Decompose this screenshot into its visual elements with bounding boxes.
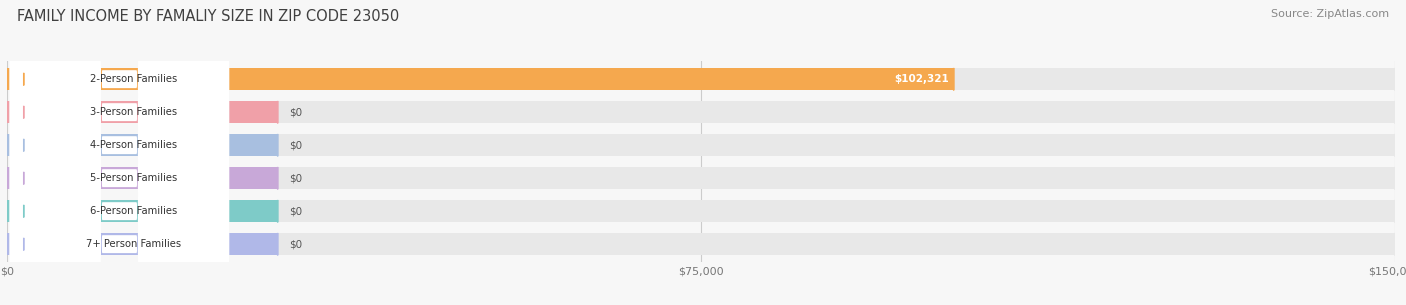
- Bar: [7, 200, 1395, 222]
- FancyBboxPatch shape: [10, 0, 229, 305]
- Text: FAMILY INCOME BY FAMALIY SIZE IN ZIP CODE 23050: FAMILY INCOME BY FAMALIY SIZE IN ZIP COD…: [17, 9, 399, 24]
- Text: $0: $0: [288, 173, 302, 183]
- Bar: [7, 233, 1395, 255]
- FancyBboxPatch shape: [10, 0, 229, 305]
- Text: 4-Person Families: 4-Person Families: [90, 140, 177, 150]
- FancyBboxPatch shape: [10, 0, 229, 305]
- Bar: [7, 233, 277, 255]
- Text: 3-Person Families: 3-Person Families: [90, 107, 177, 117]
- Bar: [7, 101, 277, 123]
- Bar: [7, 200, 277, 222]
- Text: 5-Person Families: 5-Person Families: [90, 173, 177, 183]
- Bar: [7, 68, 953, 90]
- Text: 2-Person Families: 2-Person Families: [90, 74, 177, 84]
- Text: $0: $0: [288, 140, 302, 150]
- Text: $102,321: $102,321: [894, 74, 949, 84]
- Bar: [7, 134, 1395, 156]
- FancyBboxPatch shape: [10, 0, 229, 305]
- Text: $0: $0: [288, 206, 302, 216]
- Bar: [7, 101, 1395, 123]
- Text: $0: $0: [288, 107, 302, 117]
- Text: $0: $0: [288, 239, 302, 249]
- Bar: [7, 68, 1395, 90]
- Bar: [7, 167, 1395, 189]
- Bar: [7, 167, 277, 189]
- Text: 6-Person Families: 6-Person Families: [90, 206, 177, 216]
- FancyBboxPatch shape: [10, 0, 229, 305]
- Text: 7+ Person Families: 7+ Person Families: [86, 239, 181, 249]
- Text: Source: ZipAtlas.com: Source: ZipAtlas.com: [1271, 9, 1389, 19]
- Bar: [7, 134, 277, 156]
- FancyBboxPatch shape: [10, 0, 229, 305]
